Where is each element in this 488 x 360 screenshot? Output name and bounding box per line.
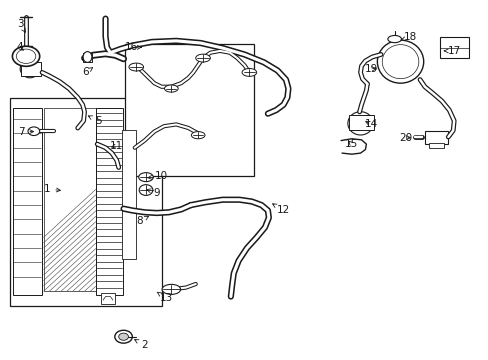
Text: 10: 10 bbox=[147, 171, 168, 181]
Bar bbox=[125, 44, 254, 176]
Text: 4: 4 bbox=[17, 42, 23, 52]
Text: 2: 2 bbox=[134, 339, 147, 350]
Ellipse shape bbox=[139, 173, 153, 181]
Ellipse shape bbox=[347, 112, 372, 135]
Ellipse shape bbox=[164, 85, 178, 92]
Ellipse shape bbox=[242, 68, 256, 76]
Circle shape bbox=[16, 49, 36, 63]
Text: 14: 14 bbox=[364, 120, 377, 129]
Text: 9: 9 bbox=[146, 188, 160, 198]
Text: 11: 11 bbox=[110, 141, 123, 151]
Ellipse shape bbox=[129, 63, 143, 71]
Bar bbox=[82, 53, 92, 62]
Bar bbox=[96, 108, 122, 295]
Text: 1: 1 bbox=[43, 184, 61, 194]
Bar bbox=[21, 62, 41, 76]
Ellipse shape bbox=[191, 132, 204, 139]
Text: 17: 17 bbox=[444, 46, 460, 56]
Text: 5: 5 bbox=[88, 116, 102, 126]
Text: 3: 3 bbox=[17, 19, 25, 32]
Ellipse shape bbox=[377, 40, 423, 83]
Ellipse shape bbox=[387, 36, 401, 42]
Ellipse shape bbox=[382, 45, 418, 79]
Bar bbox=[348, 116, 373, 130]
Text: 15: 15 bbox=[345, 139, 358, 149]
Bar bbox=[439, 37, 468, 58]
Text: 20: 20 bbox=[398, 133, 411, 143]
Ellipse shape bbox=[139, 185, 153, 195]
Text: 13: 13 bbox=[157, 292, 173, 303]
Bar bbox=[101, 293, 115, 304]
Bar bbox=[43, 108, 96, 291]
Bar bbox=[428, 143, 444, 148]
Circle shape bbox=[12, 46, 40, 66]
Ellipse shape bbox=[83, 51, 92, 62]
Circle shape bbox=[115, 330, 132, 343]
Text: 18: 18 bbox=[400, 32, 416, 42]
Bar bbox=[13, 108, 42, 295]
Ellipse shape bbox=[20, 60, 40, 78]
Text: 8: 8 bbox=[136, 216, 148, 226]
Text: 6: 6 bbox=[82, 67, 92, 77]
Ellipse shape bbox=[195, 54, 210, 62]
Bar bbox=[424, 131, 447, 144]
Ellipse shape bbox=[162, 284, 180, 294]
Text: 7: 7 bbox=[18, 127, 34, 136]
Text: 19: 19 bbox=[364, 64, 377, 74]
Circle shape bbox=[119, 333, 128, 340]
Text: 16: 16 bbox=[124, 42, 141, 52]
Bar bbox=[10, 98, 161, 306]
Bar bbox=[122, 130, 136, 259]
Circle shape bbox=[28, 127, 40, 135]
Text: 12: 12 bbox=[272, 204, 289, 216]
